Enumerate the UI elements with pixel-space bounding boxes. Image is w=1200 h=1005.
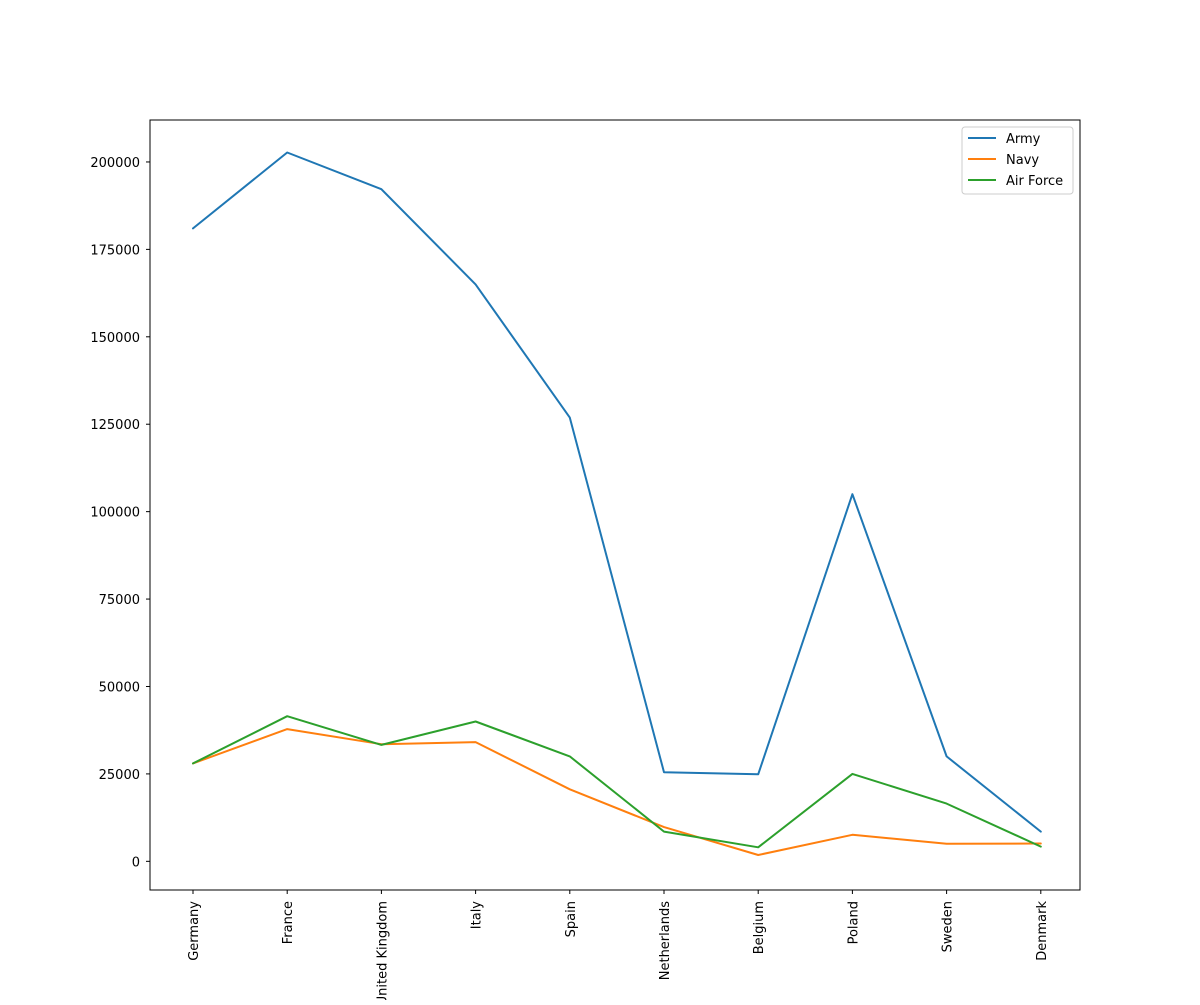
y-tick-label: 150000: [90, 331, 140, 346]
legend-box: [961, 126, 1074, 195]
series-line-army: [192, 151, 1042, 833]
x-tick-label-germany: Germany: [187, 901, 202, 961]
series-line-air-force: [192, 715, 1042, 849]
y-tick-label: 100000: [90, 506, 140, 521]
y-tick-label: 25000: [99, 768, 140, 783]
series-line-navy: [192, 728, 1042, 856]
x-tick-label-united-kingdom: United Kingdom: [375, 901, 390, 1000]
x-tick-label-sweden: Sweden: [941, 901, 956, 952]
chart-legend: Army Navy Air Force: [961, 126, 1074, 195]
x-tick-label-spain: Spain: [564, 901, 579, 937]
plot-frame: [149, 119, 1081, 891]
x-tick-label-poland: Poland: [846, 901, 861, 944]
x-tick-label-italy: Italy: [470, 901, 485, 930]
legend-label-air-force: Air Force: [1006, 174, 1063, 189]
y-tick-label: 175000: [90, 243, 140, 258]
chart-plot-area: [192, 151, 1042, 856]
y-tick-label: 0: [132, 855, 140, 870]
chart-axes: 0 25000 50000 75000 100000 125000 150000 175000…: [90, 156, 1050, 1005]
legend-label-navy: Navy: [1006, 153, 1039, 168]
y-tick-label: 50000: [99, 680, 140, 695]
x-tick-label-denmark: Denmark: [1035, 901, 1050, 961]
legend-label-army: Army: [1006, 132, 1041, 147]
y-tick-label: 200000: [90, 156, 140, 171]
x-tick-label-france: France: [281, 901, 296, 944]
y-tick-label: 75000: [99, 593, 140, 608]
x-tick-label-belgium: Belgium: [752, 901, 767, 954]
y-tick-label: 125000: [90, 418, 140, 433]
x-tick-label-netherlands: Netherlands: [658, 901, 673, 980]
